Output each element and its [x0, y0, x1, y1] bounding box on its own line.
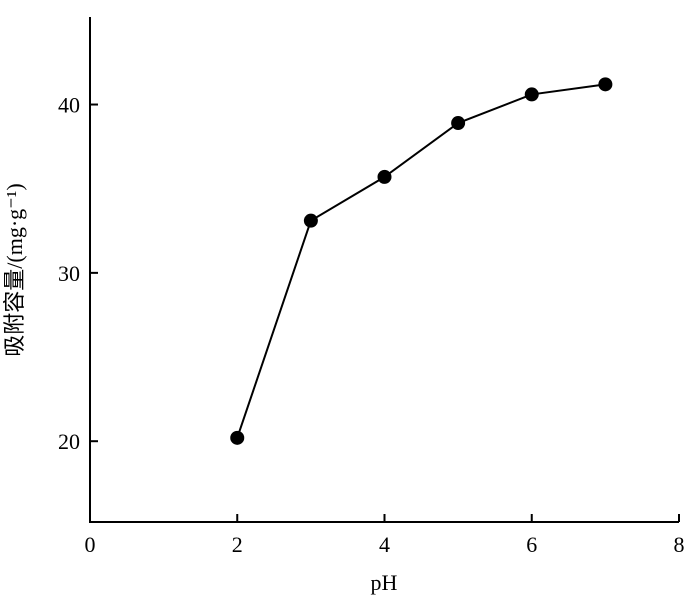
data-point — [230, 430, 245, 445]
x-tick-label: 8 — [674, 532, 685, 557]
data-point — [598, 77, 613, 92]
x-tick-label: 4 — [379, 532, 390, 557]
data-point — [377, 169, 392, 184]
data-point — [451, 116, 466, 131]
data-point — [303, 213, 318, 228]
y-tick-label: 30 — [58, 261, 80, 286]
data-point — [524, 87, 539, 102]
x-tick-label: 2 — [232, 532, 243, 557]
y-tick-label: 40 — [58, 93, 80, 118]
y-tick-label: 20 — [58, 429, 80, 454]
series-line — [236, 83, 606, 439]
y-axis-label: 吸附容量/(mg·g⁻¹) — [2, 183, 27, 356]
x-tick-label: 0 — [85, 532, 96, 557]
x-axis-label: pH — [371, 570, 398, 595]
x-tick-label: 6 — [526, 532, 537, 557]
